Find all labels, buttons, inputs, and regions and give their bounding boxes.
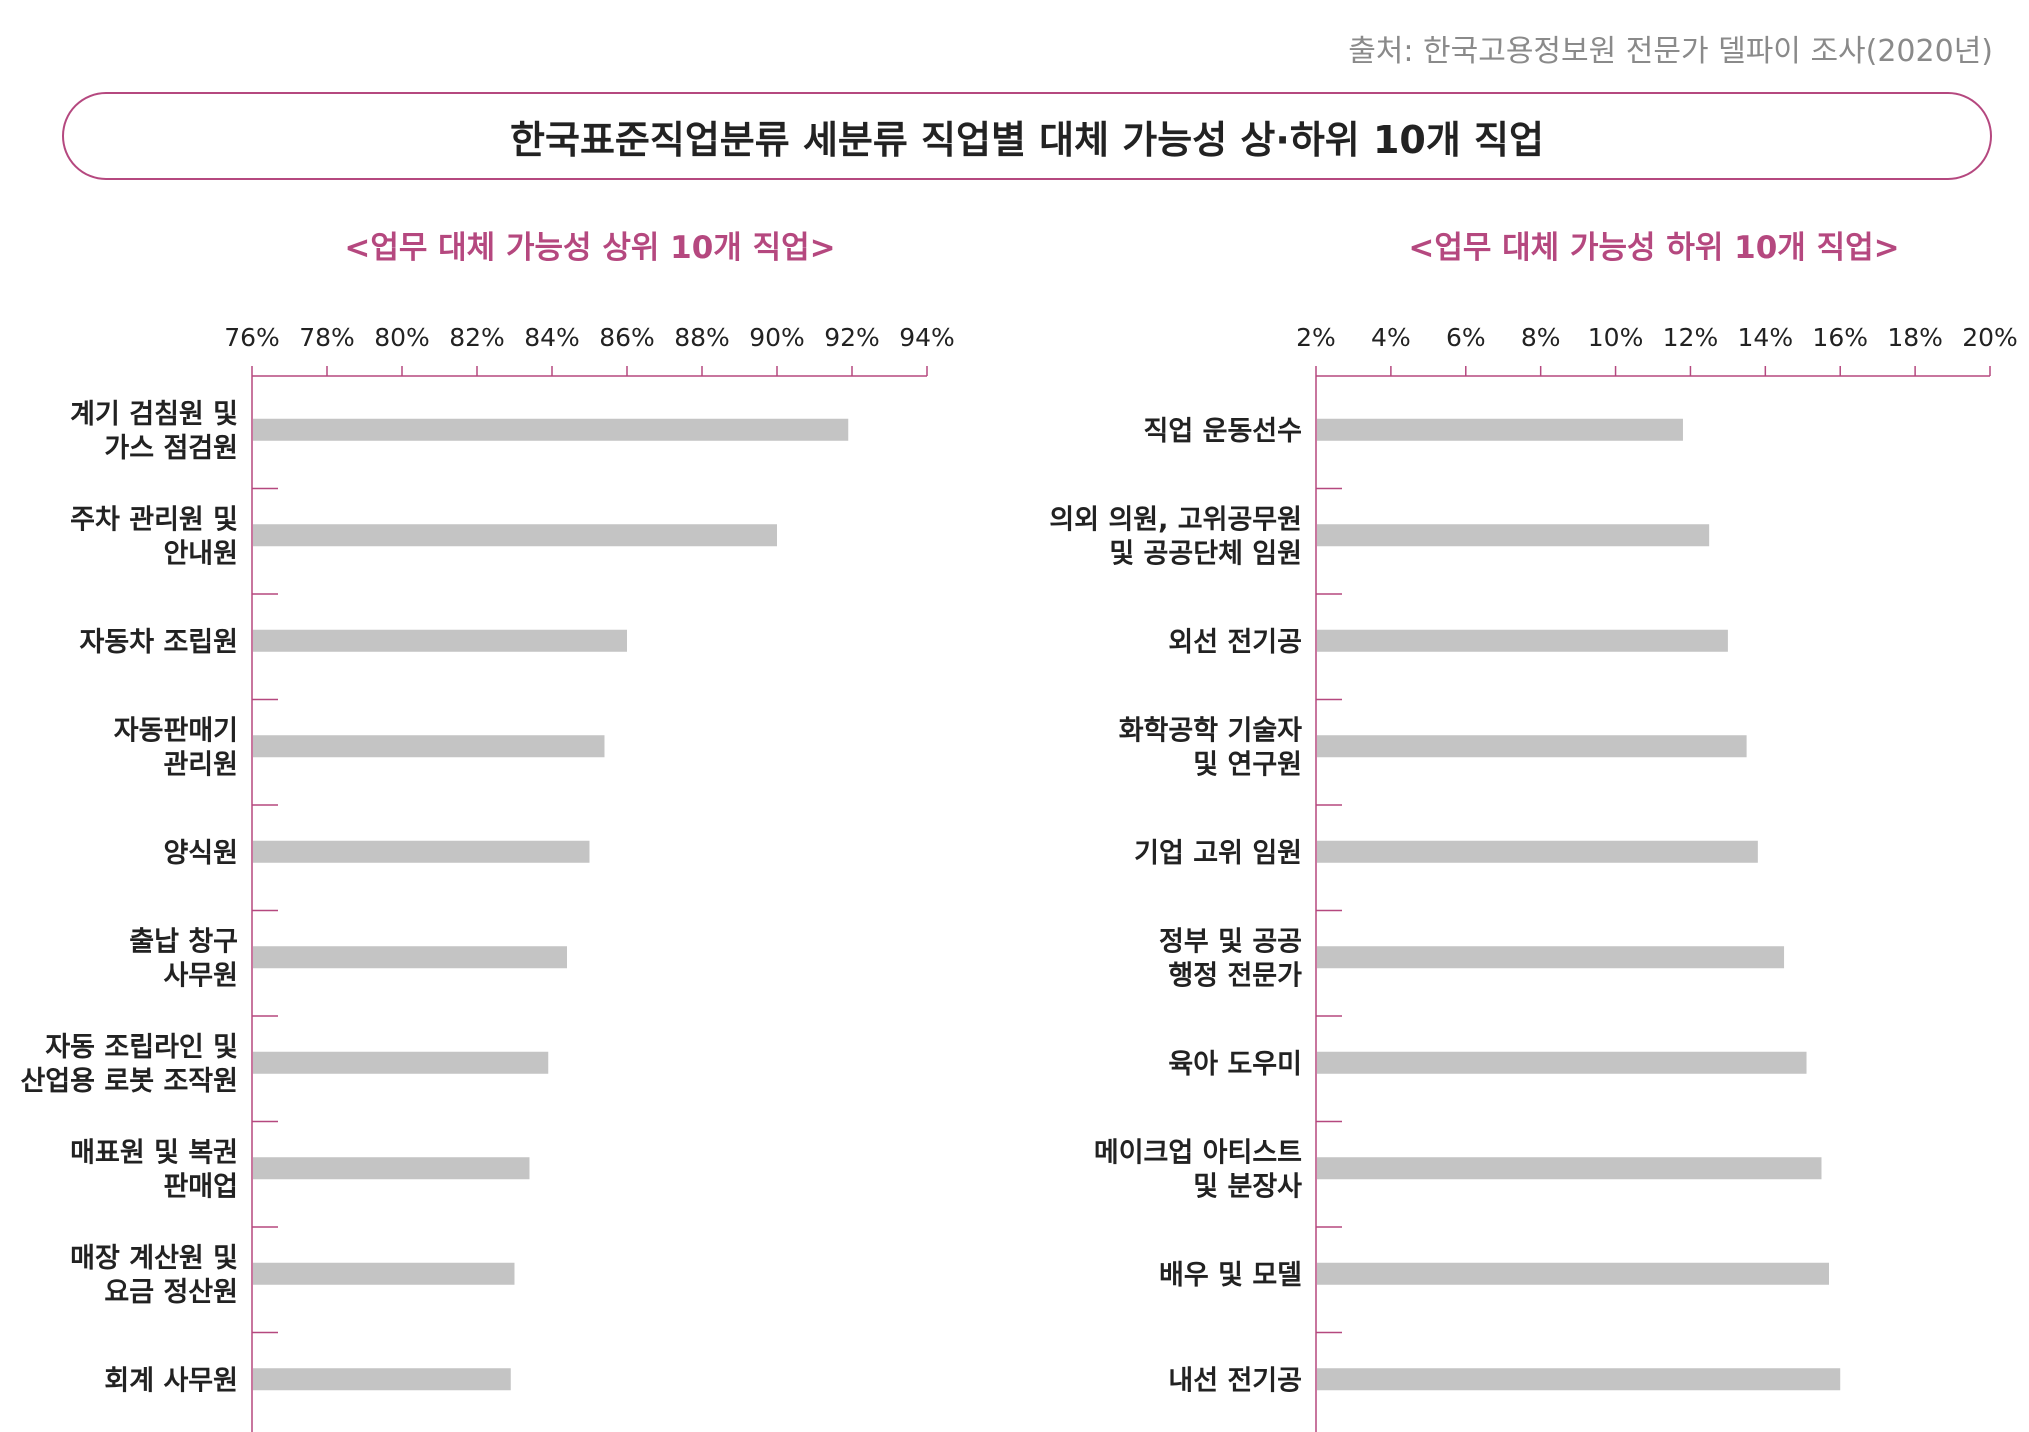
category-label-line: 정부 및 공공 bbox=[1159, 926, 1302, 957]
x-tick-label: 16% bbox=[1812, 323, 1868, 352]
category-label-line: 및 공공단체 임원 bbox=[1109, 538, 1302, 569]
bar bbox=[1317, 418, 1683, 441]
category-label: 메이크업 아티스트 및 분장사 bbox=[1094, 1137, 1302, 1202]
category-label: 계기 검침원 및 가스 점검원 bbox=[70, 399, 238, 464]
category-label: 자동 조립라인 및 산업용 로봇 조작원 bbox=[20, 1032, 238, 1097]
category-label-line: 안내원 bbox=[163, 538, 238, 569]
category-label-line: 직업 운동선수 bbox=[1144, 416, 1302, 447]
source-note: 출처: 한국고용정보원 전문가 델파이 조사(2020년) bbox=[1348, 34, 1993, 69]
chart-title: <업무 대체 가능성 상위 10개 직업> bbox=[344, 230, 835, 266]
x-tick-label: 94% bbox=[899, 323, 955, 352]
category-label: 육아 도우미 bbox=[1168, 1049, 1302, 1080]
category-label: 회계 사무원 bbox=[104, 1365, 238, 1396]
category-label-line: 및 분장사 bbox=[1193, 1171, 1302, 1202]
bar bbox=[253, 1368, 511, 1391]
category-label: 양식원 bbox=[163, 838, 238, 869]
category-label: 자동차 조립원 bbox=[80, 627, 238, 658]
x-tick-label: 78% bbox=[299, 323, 355, 352]
category-label: 내선 전기공 bbox=[1168, 1365, 1302, 1396]
chart-top10: <업무 대체 가능성 상위 10개 직업> 76% 78% 80% 82% 84% 86% 8… bbox=[20, 230, 955, 1432]
x-tick-label: 82% bbox=[449, 323, 505, 352]
x-tick-label: 4% bbox=[1371, 323, 1411, 352]
x-tick-label: 12% bbox=[1663, 323, 1719, 352]
x-tick-label: 76% bbox=[224, 323, 280, 352]
bar bbox=[253, 735, 605, 758]
category-label: 화학공학 기술자 및 연구원 bbox=[1119, 715, 1302, 780]
x-tick-label: 2% bbox=[1296, 323, 1336, 352]
category-label: 출납 창구 사무원 bbox=[129, 926, 238, 991]
x-tick-label: 80% bbox=[374, 323, 430, 352]
x-tick-label: 6% bbox=[1446, 323, 1486, 352]
bar bbox=[253, 418, 849, 441]
bar bbox=[1317, 840, 1758, 863]
category-label-line: 판매업 bbox=[163, 1171, 238, 1202]
category-label-line: 및 연구원 bbox=[1193, 749, 1302, 780]
bar bbox=[253, 1051, 549, 1074]
x-tick-label: 8% bbox=[1521, 323, 1561, 352]
category-label-line: 요금 정산원 bbox=[104, 1277, 238, 1308]
x-tick-label: 20% bbox=[1962, 323, 2018, 352]
chart-title: <업무 대체 가능성 하위 10개 직업> bbox=[1408, 230, 1899, 266]
category-label-line: 행정 전문가 bbox=[1168, 960, 1302, 991]
bar bbox=[1317, 1051, 1807, 1074]
category-label-line: 산업용 로봇 조작원 bbox=[20, 1066, 238, 1097]
category-label-line: 사무원 bbox=[163, 960, 238, 991]
x-tick-label: 92% bbox=[824, 323, 880, 352]
category-label-line: 육아 도우미 bbox=[1168, 1049, 1302, 1080]
bar bbox=[253, 1157, 530, 1180]
bar bbox=[253, 524, 777, 547]
category-label-line: 화학공학 기술자 bbox=[1119, 715, 1302, 746]
category-label-line: 출납 창구 bbox=[129, 926, 238, 957]
bar bbox=[253, 629, 627, 652]
x-tick-label: 90% bbox=[749, 323, 805, 352]
category-label-line: 회계 사무원 bbox=[104, 1365, 238, 1396]
category-label: 배우 및 모델 bbox=[1159, 1260, 1302, 1291]
category-label: 자동판매기 관리원 bbox=[114, 715, 238, 780]
bar bbox=[253, 1262, 515, 1285]
category-label-line: 배우 및 모델 bbox=[1159, 1260, 1302, 1291]
x-tick-label: 18% bbox=[1887, 323, 1943, 352]
category-label-line: 메이크업 아티스트 bbox=[1094, 1137, 1302, 1168]
bar bbox=[1317, 1262, 1829, 1285]
category-label-line: 관리원 bbox=[163, 749, 238, 780]
category-label-line: 양식원 bbox=[163, 838, 238, 869]
category-label-line: 가스 점검원 bbox=[104, 433, 238, 464]
x-tick-label: 10% bbox=[1588, 323, 1644, 352]
x-tick-label: 86% bbox=[599, 323, 655, 352]
chart-bottom10: <업무 대체 가능성 하위 10개 직업> 2% 4% 6% 8% 10% 12% 14% 16… bbox=[1049, 230, 2018, 1432]
category-label-line: 내선 전기공 bbox=[1168, 1365, 1302, 1396]
category-label-line: 매장 계산원 및 bbox=[70, 1243, 238, 1274]
bar bbox=[1317, 946, 1785, 969]
category-label: 의외 의원, 고위공무원 및 공공단체 임원 bbox=[1049, 504, 1302, 569]
bar bbox=[1317, 629, 1728, 652]
category-label-line: 매표원 및 복권 bbox=[70, 1137, 238, 1168]
category-label-line: 외선 전기공 bbox=[1168, 627, 1302, 658]
category-label: 외선 전기공 bbox=[1168, 627, 1302, 658]
category-label-line: 기업 고위 임원 bbox=[1134, 838, 1302, 869]
bar bbox=[1317, 524, 1710, 547]
category-label: 직업 운동선수 bbox=[1144, 416, 1302, 447]
category-label-line: 의외 의원, 고위공무원 bbox=[1049, 504, 1302, 535]
category-label: 매표원 및 복권 판매업 bbox=[70, 1137, 238, 1202]
bar bbox=[1317, 1368, 1841, 1391]
category-label-line: 계기 검침원 및 bbox=[70, 399, 238, 430]
category-label-line: 주차 관리원 및 bbox=[70, 504, 238, 535]
bar bbox=[253, 946, 567, 969]
category-label-line: 자동판매기 bbox=[114, 715, 238, 746]
category-label-line: 자동 조립라인 및 bbox=[45, 1032, 238, 1063]
bar bbox=[1317, 1157, 1822, 1180]
category-label: 정부 및 공공 행정 전문가 bbox=[1159, 926, 1302, 991]
category-label: 매장 계산원 및 요금 정산원 bbox=[70, 1243, 238, 1308]
category-label-line: 자동차 조립원 bbox=[80, 627, 238, 658]
bar bbox=[253, 840, 590, 863]
category-label: 기업 고위 임원 bbox=[1134, 838, 1302, 869]
x-tick-label: 84% bbox=[524, 323, 580, 352]
x-tick-label: 88% bbox=[674, 323, 730, 352]
x-tick-label: 14% bbox=[1738, 323, 1794, 352]
main-title: 한국표준직업분류 세분류 직업별 대체 가능성 상·하위 10개 직업 bbox=[62, 92, 1992, 180]
main-title-text: 한국표준직업분류 세분류 직업별 대체 가능성 상·하위 10개 직업 bbox=[510, 117, 1544, 162]
category-label: 주차 관리원 및 안내원 bbox=[70, 504, 238, 569]
bar bbox=[1317, 735, 1747, 758]
